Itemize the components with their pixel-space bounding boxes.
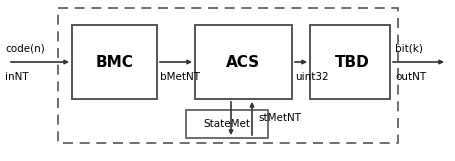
Text: stMetNT: stMetNT	[258, 113, 301, 123]
Text: StateMet: StateMet	[203, 119, 251, 129]
Text: ACS: ACS	[226, 55, 260, 70]
Bar	[72, 25, 157, 99]
Text: outNT: outNT	[395, 72, 426, 82]
Bar	[310, 25, 390, 99]
Text: uint32: uint32	[295, 72, 329, 82]
Text: bit(k): bit(k)	[395, 43, 423, 53]
Text: code(n): code(n)	[5, 43, 45, 53]
Text: TBD: TBD	[334, 55, 369, 70]
Text: BMC: BMC	[96, 55, 134, 70]
Text: inNT: inNT	[5, 72, 29, 82]
Bar	[186, 110, 268, 138]
Text: bMetNT: bMetNT	[160, 72, 200, 82]
Bar	[195, 25, 292, 99]
Bar	[58, 8, 398, 143]
